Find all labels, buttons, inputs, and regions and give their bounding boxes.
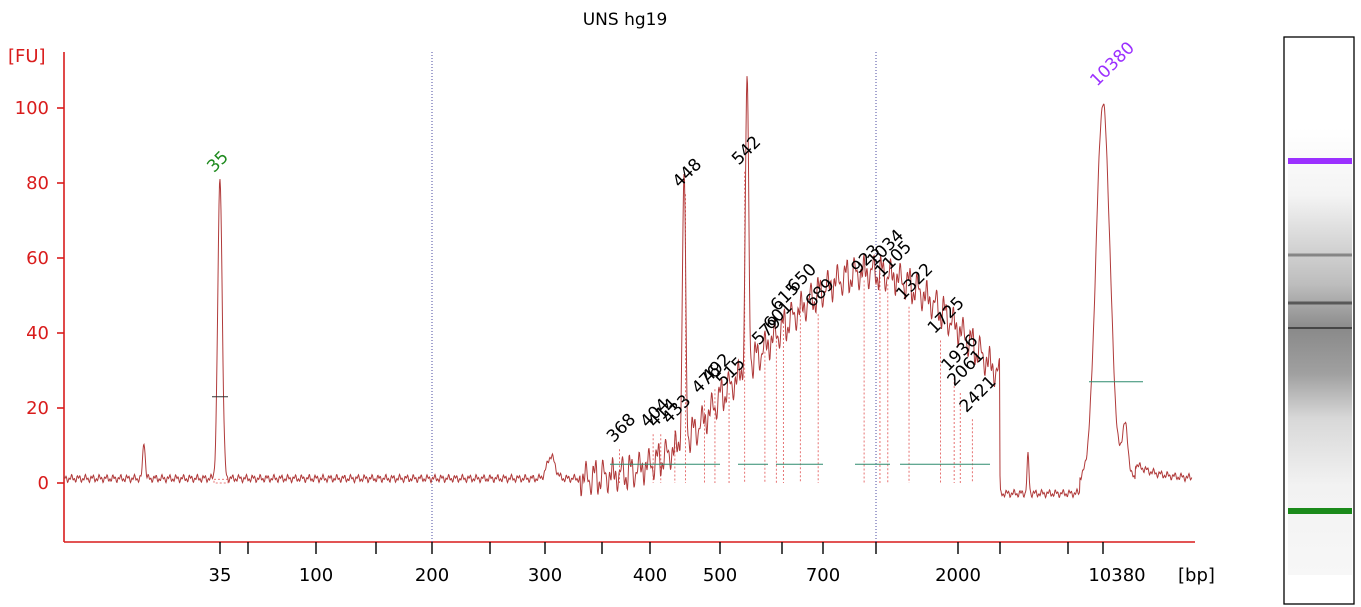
y-tick-label: 80 [26,173,49,194]
gel-bands [1288,158,1352,514]
y-tick-label: 40 [26,323,49,344]
y-axis-label: [FU] [8,46,46,67]
x-tick-label: 700 [806,565,840,586]
peak-label: 448 [669,155,706,192]
integration-windows [213,171,973,484]
gel-smear [1288,128,1352,575]
y-tick-label: 100 [15,98,49,119]
chart-title: UNS hg19 [583,10,668,30]
peak-label: 542 [728,132,765,169]
x-axis-unit-label: [bp] [1178,565,1215,586]
x-tick-label: 10380 [1088,565,1145,586]
y-tick-label: 0 [38,473,49,494]
peak-labels: 3684044144334484764925155425796016156506… [203,38,1138,447]
baselines [212,381,1143,465]
gel-band-band-448 [1288,327,1352,329]
integration-window [213,478,229,484]
gel-band-upper-marker [1288,158,1352,164]
x-tick-label: 500 [703,565,737,586]
gel-band-smear [1288,253,1352,257]
gel-lane [1283,36,1355,605]
peak-label: 368 [603,410,640,447]
x-ticks: 35 100 200 300 400 500 700 2000 10380 [209,542,1146,586]
x-tick-label: 300 [528,565,562,586]
x-tick-label: 400 [633,565,667,586]
x-tick-label: 100 [299,565,333,586]
x-tick-label: 35 [209,565,232,586]
y-ticks: 0 20 40 60 80 100 [15,98,64,494]
y-tick-label: 20 [26,398,49,419]
x-tick-label: 2000 [935,565,981,586]
signal-trace [63,76,1193,499]
marker-label: 35 [203,147,232,176]
marker-label: 10380 [1086,38,1138,90]
y-tick-label: 60 [26,248,49,269]
gel-band-band-542 [1288,301,1352,305]
x-tick-label: 200 [415,565,449,586]
gel-band-lower-marker [1288,508,1352,514]
